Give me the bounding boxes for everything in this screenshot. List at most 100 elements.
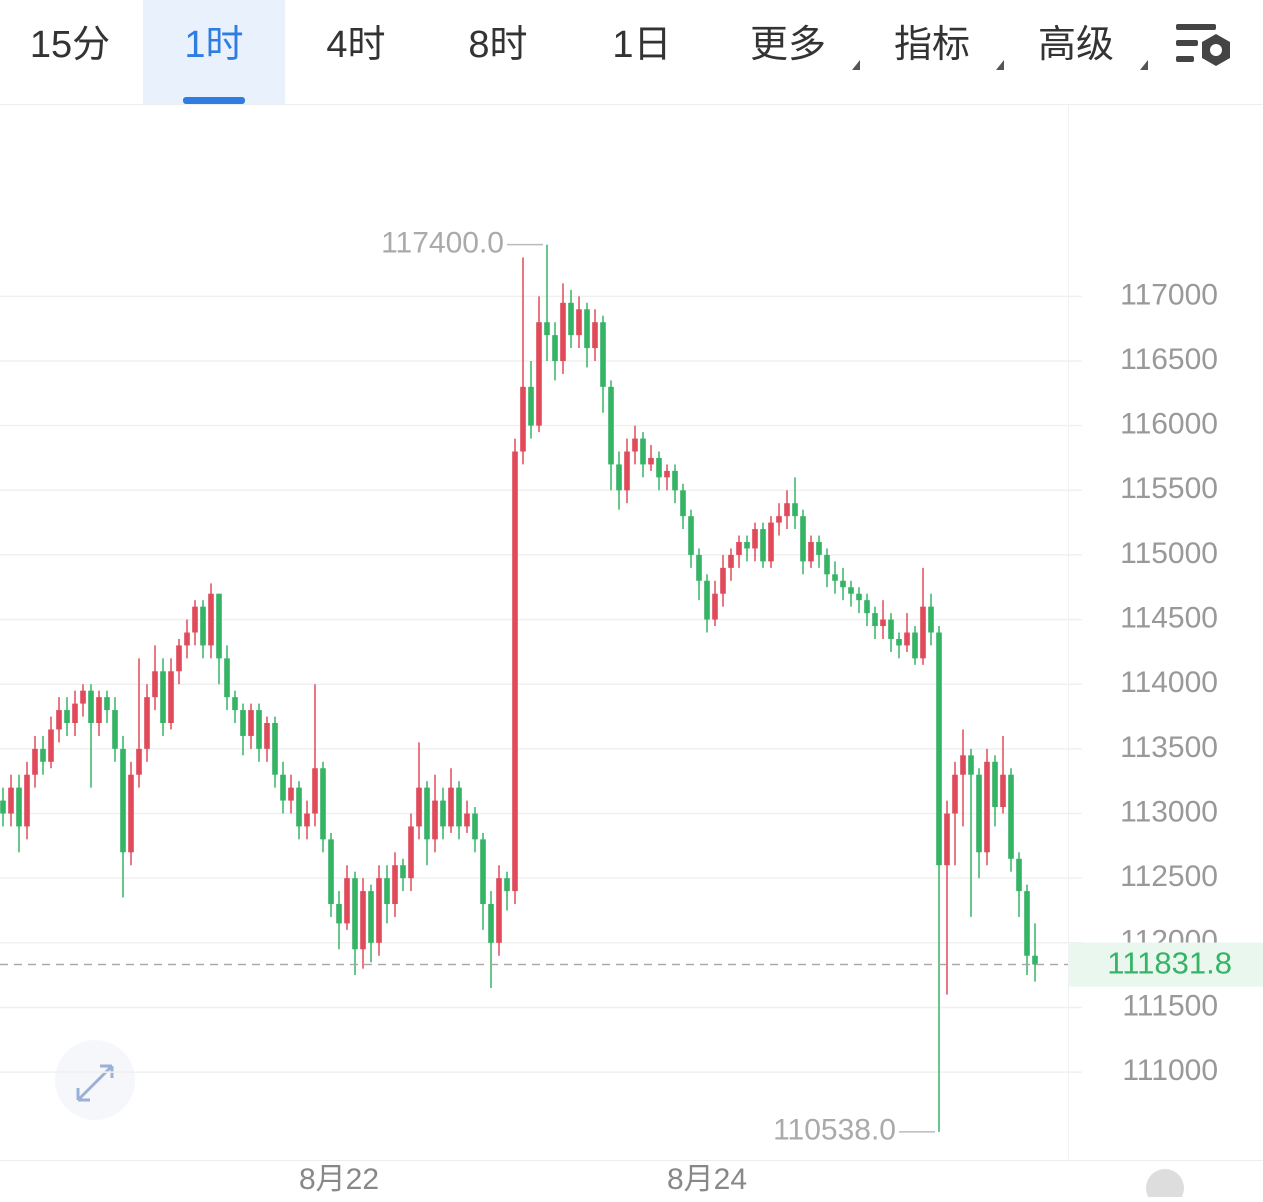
candle-body: [760, 529, 766, 562]
settings-icon[interactable]: [1176, 24, 1230, 66]
candle-body: [640, 438, 646, 465]
icon-line: [1176, 40, 1198, 46]
y-tick-label: 116000: [1120, 408, 1218, 441]
candle-body: [880, 619, 886, 627]
candle-body: [904, 632, 910, 646]
candle-body: [64, 710, 70, 724]
dropdown-caret: [1140, 60, 1148, 70]
y-tick-label: 115500: [1120, 472, 1218, 505]
candle-body: [168, 671, 174, 724]
tab[interactable]: 更多: [750, 24, 826, 66]
y-tick-label: 113000: [1120, 795, 1218, 828]
candle-body: [96, 697, 102, 724]
y-tick-label: 115000: [1120, 537, 1218, 570]
candle-body: [376, 878, 382, 943]
tab[interactable]: 高级: [1038, 24, 1114, 66]
candle-body: [976, 774, 982, 853]
candle-body: [152, 671, 158, 698]
candle-body: [80, 690, 86, 704]
candle-body: [72, 703, 78, 724]
candle-body: [584, 309, 590, 349]
candle-body: [712, 593, 718, 620]
candle-body: [936, 632, 942, 866]
candle-body: [800, 516, 806, 562]
candle-body: [632, 438, 638, 452]
candle-body: [624, 451, 630, 491]
last-price-box: [1069, 942, 1263, 987]
candle-body: [416, 787, 422, 827]
candle-body: [448, 787, 454, 827]
candle-body: [344, 878, 350, 924]
candle-body: [824, 554, 830, 575]
candle-body: [336, 904, 342, 924]
candle-body: [720, 567, 726, 594]
tab[interactable]: 8时: [468, 24, 527, 66]
candle-body: [696, 554, 702, 581]
candle-body: [992, 761, 998, 808]
candle-body: [704, 580, 710, 620]
candle-body: [808, 541, 814, 562]
candle-body: [952, 774, 958, 814]
candle-body: [856, 593, 862, 601]
candle-body: [408, 826, 414, 879]
candle-body: [104, 697, 110, 711]
candle-body: [752, 529, 758, 549]
candle-body: [240, 710, 246, 736]
y-tick-label: 111500: [1122, 989, 1218, 1022]
icon-gear-hole: [1210, 44, 1222, 56]
tab[interactable]: 指标: [894, 24, 970, 66]
tab[interactable]: 1日: [612, 24, 671, 66]
candle-body: [368, 891, 374, 943]
candle-body: [176, 645, 182, 672]
icon-line: [1176, 24, 1216, 30]
icon-line: [1176, 56, 1194, 62]
candle-body: [1016, 858, 1022, 892]
candle-body: [784, 503, 790, 517]
candle-body: [464, 813, 470, 827]
candle-body: [592, 322, 598, 349]
candle-body: [384, 878, 390, 905]
candle-body: [400, 865, 406, 879]
candle-body: [224, 658, 230, 698]
candle-body: [944, 813, 950, 866]
candle-body: [1024, 891, 1030, 956]
candle-body: [88, 690, 94, 724]
candle-body: [656, 457, 662, 478]
candle-body: [1008, 774, 1014, 859]
candle-body: [648, 457, 654, 465]
candle-body: [496, 878, 502, 943]
candle-body: [736, 541, 742, 555]
candle-body: [840, 580, 846, 588]
candle-body: [872, 613, 878, 627]
candle-body: [512, 451, 518, 892]
candle-body: [56, 710, 62, 730]
candle-body: [0, 800, 6, 814]
candle-body: [248, 710, 254, 736]
candle-body: [424, 787, 430, 840]
expand-button[interactable]: [55, 1040, 135, 1120]
y-tick-label: 117000: [1120, 278, 1218, 311]
candle-body: [272, 723, 278, 775]
tab[interactable]: 4时: [326, 24, 385, 66]
candle-body: [600, 322, 606, 387]
candle-body: [888, 619, 894, 639]
candle-body: [504, 878, 510, 892]
candle-body: [8, 787, 14, 814]
tab[interactable]: 1时: [184, 24, 243, 66]
candle-body: [544, 322, 550, 336]
candle-body: [912, 632, 918, 659]
candle-body: [24, 774, 30, 827]
candle-body: [128, 774, 134, 853]
candle-body: [216, 593, 222, 659]
candle-body: [472, 813, 478, 840]
tab-active-bg: [143, 0, 285, 104]
candle-body: [360, 891, 366, 950]
candle-body: [528, 386, 534, 426]
tab-indicator: [183, 97, 245, 104]
candle-body: [192, 606, 198, 633]
candle-body: [280, 774, 286, 801]
candle-body: [392, 865, 398, 905]
tab[interactable]: 15分: [30, 24, 110, 66]
